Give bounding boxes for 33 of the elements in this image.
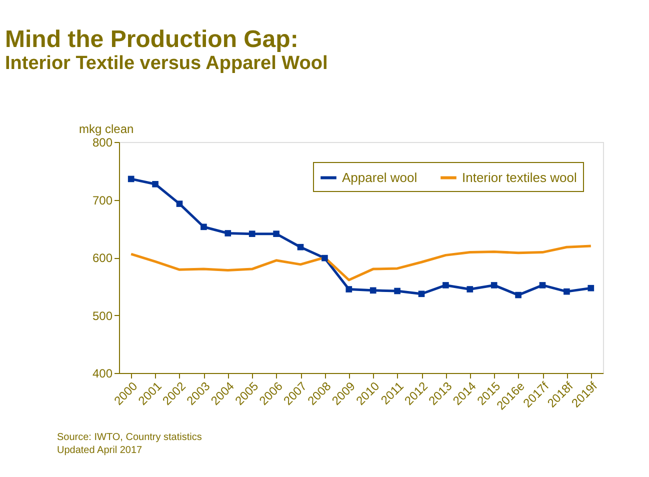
chart-title: Mind the Production Gap:	[5, 26, 298, 53]
point	[152, 180, 158, 188]
line-series	[130, 244, 592, 282]
y-tick-label: 800	[92, 136, 113, 150]
text: Updated April 2017	[57, 445, 142, 456]
point	[176, 200, 183, 207]
chart-subtitle: Interior Textile versus Apparel Wool	[5, 53, 328, 74]
point	[588, 284, 594, 292]
point	[466, 286, 474, 292]
point	[370, 287, 376, 294]
y-tick-label: 700	[92, 193, 113, 208]
legend-label: Interior textiles wool	[462, 170, 577, 185]
point	[248, 230, 256, 237]
point	[346, 286, 352, 292]
point	[564, 288, 570, 295]
point	[515, 292, 522, 298]
point	[539, 282, 546, 288]
point	[200, 224, 207, 230]
point	[490, 282, 498, 288]
point	[418, 290, 425, 298]
point	[273, 230, 280, 237]
point	[297, 244, 304, 250]
y-axis-title: mkg clean	[79, 122, 134, 136]
point	[224, 230, 232, 236]
y-tick-label: 600	[92, 251, 113, 265]
point	[394, 288, 400, 294]
point	[322, 254, 328, 262]
source-note: Source: IWTO, Country statistics	[57, 432, 202, 443]
legend-label: Apparel wool	[342, 170, 418, 185]
y-tick-label: 400	[92, 366, 113, 380]
point	[442, 282, 449, 288]
y-tick-label: 500	[92, 308, 113, 323]
point	[128, 176, 134, 182]
